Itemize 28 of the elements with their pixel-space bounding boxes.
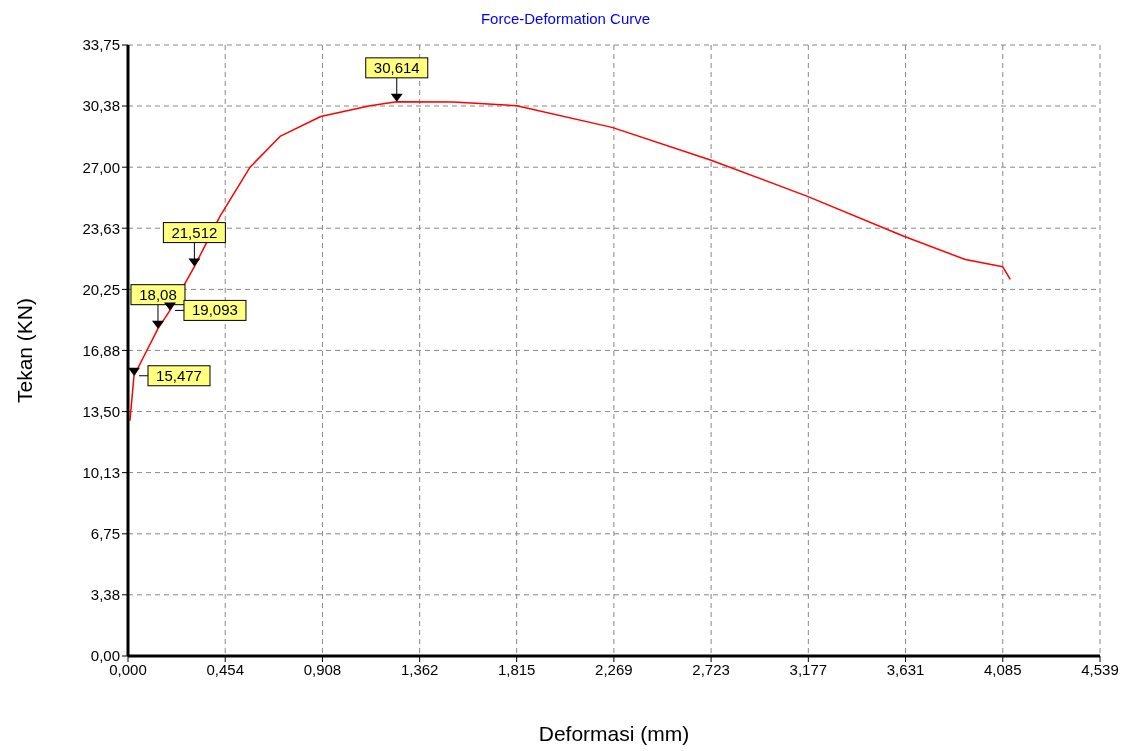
y-tick-label: 13,50 [82, 402, 120, 420]
x-tick-label: 2,723 [692, 660, 730, 678]
annotation: 15,477 [156, 366, 202, 384]
annotation: 19,093 [192, 301, 238, 319]
x-axis-title: Deformasi (mm) [538, 721, 690, 745]
y-axis-title: Tekan (KN) [13, 297, 37, 404]
y-tick-label: 23,63 [82, 219, 120, 237]
x-tick-label: 4,539 [1081, 660, 1119, 678]
annotation: 18,08 [139, 285, 177, 303]
x-tick-label: 3,631 [886, 660, 925, 678]
annotation: 30,614 [373, 58, 420, 76]
x-tick-label: 2,269 [595, 660, 633, 678]
y-tick-label: 20,25 [82, 280, 120, 298]
y-tick-label: 3,38 [90, 586, 120, 604]
x-tick-label: 1,362 [400, 660, 439, 678]
x-tick-label: 3,177 [789, 660, 828, 678]
y-tick-label: 30,38 [82, 97, 120, 115]
x-tick-label: 0,454 [206, 660, 244, 678]
y-tick-label: 6,75 [90, 525, 120, 543]
x-tick-label: 1,815 [497, 660, 536, 678]
chart-title: Force-Deformation Curve [479, 10, 652, 27]
x-tick-label: 4,085 [984, 660, 1022, 678]
y-tick-label: 27,00 [82, 158, 120, 176]
annotation: 21,512 [171, 223, 218, 241]
y-tick-label: 33,75 [82, 36, 120, 54]
y-tick-label: 16,88 [82, 341, 120, 359]
y-tick-label: 10,13 [82, 463, 120, 481]
x-tick-label: 0,908 [303, 660, 342, 678]
